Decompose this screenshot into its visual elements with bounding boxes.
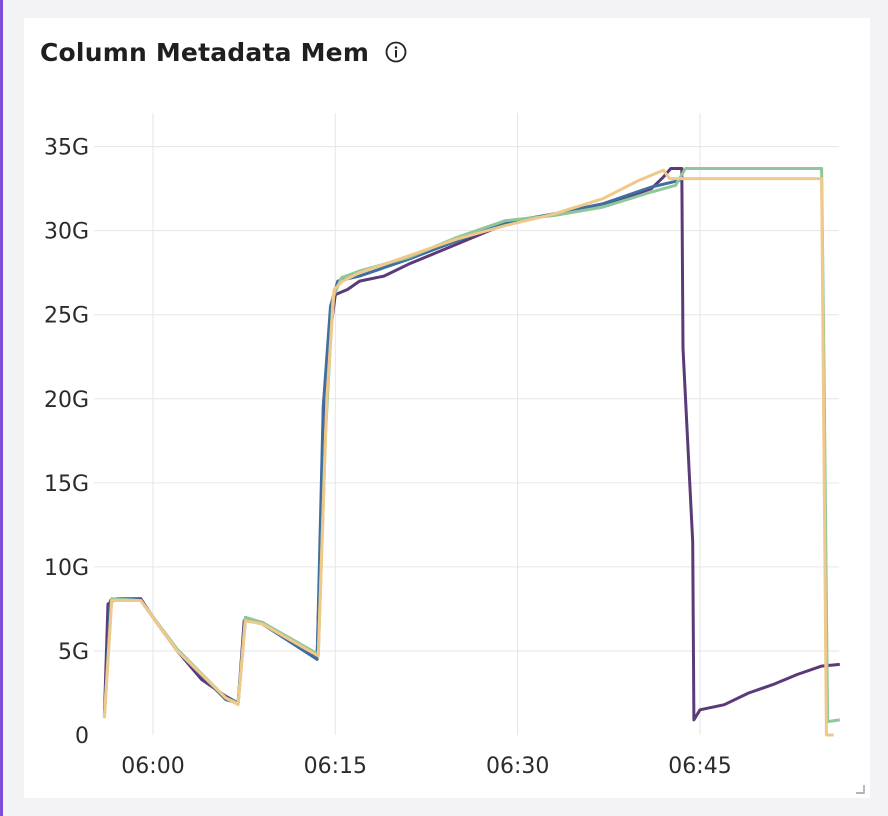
grid-lines [94,113,839,735]
panel-header: Column Metadata Mem [40,34,407,70]
left-accent-bar [0,0,3,816]
x-tick-label: 06:30 [486,754,549,779]
y-tick-label: 15G [44,472,89,497]
chart-panel: Column Metadata Mem 0 5G 10G 15G 20G 25G 30G 35… [24,18,870,798]
series-line-3[interactable] [102,167,841,724]
y-tick-label: 20G [44,388,89,413]
x-tick-label: 06:15 [304,754,367,779]
x-tick-label: 06:45 [668,754,731,779]
y-tick-label: 10G [44,556,89,581]
y-tick-label: 35G [44,136,89,161]
series-line-4[interactable] [102,168,834,737]
x-tick-label: 06:00 [121,754,184,779]
y-tick-label: 25G [44,304,89,329]
series-lines [102,167,841,737]
y-tick-label: 0 [75,724,89,749]
series-line-1[interactable] [102,167,840,722]
y-tick-label: 30G [44,220,89,245]
panel-title: Column Metadata Mem [40,37,370,67]
x-axis-ticks: 06:00 06:15 06:30 06:45 [121,754,731,779]
y-axis-ticks: 0 5G 10G 15G 20G 25G 30G 35G [44,136,89,749]
info-circle-icon[interactable] [385,41,407,63]
y-tick-label: 5G [58,640,89,665]
resize-corner-icon[interactable] [854,782,866,794]
